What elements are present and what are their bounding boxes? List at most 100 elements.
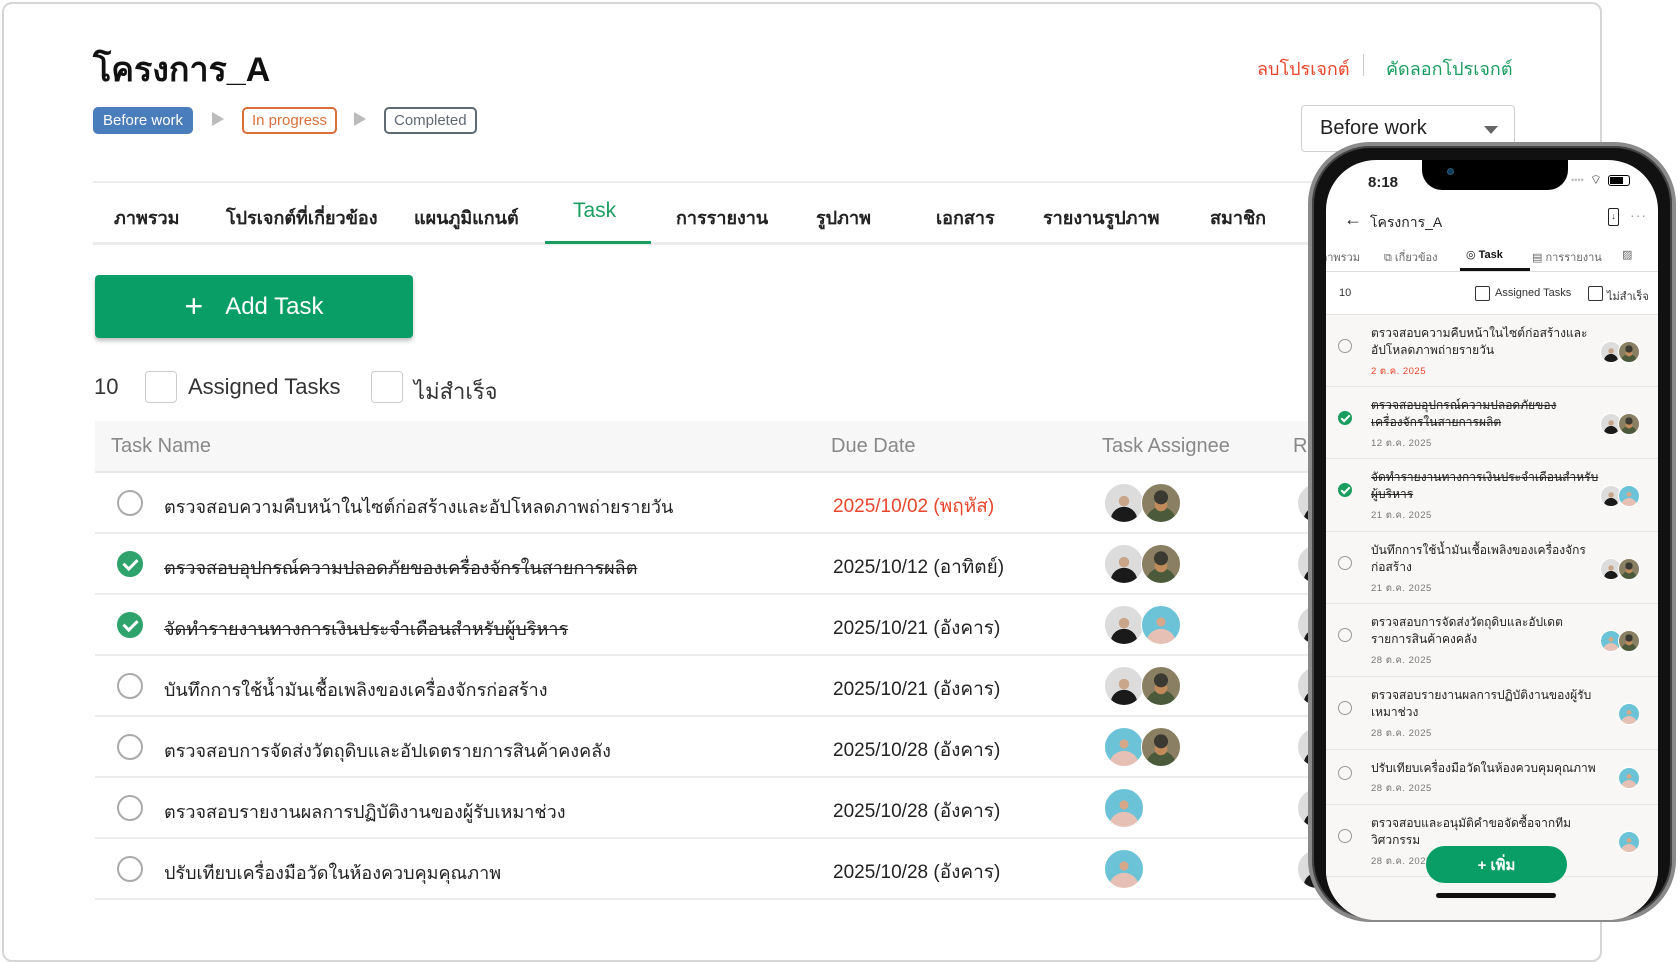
mobile-list-item[interactable]: จัดทำรายงานทางการเงินประจำเดือนสำหรับผู้… xyxy=(1326,459,1658,532)
tab-reports[interactable]: การรายงาน xyxy=(676,208,769,228)
due-date: 28 ต.ค. 2025 xyxy=(1371,728,1432,739)
download-phone-icon[interactable]: ↓ xyxy=(1608,208,1619,226)
tab-task[interactable]: Task xyxy=(573,199,617,222)
mobile-add-button[interactable]: + เพิ่ม xyxy=(1426,846,1567,883)
task-name: บันทึกการใช้น้ำมันเชื้อเพลิงของเครื่องจั… xyxy=(1371,543,1586,574)
due-date: 2025/10/28 (อังคาร) xyxy=(833,801,1001,822)
complete-toggle[interactable] xyxy=(1338,411,1352,425)
due-date: 28 ต.ค. 2025 xyxy=(1371,856,1432,867)
delete-project-link[interactable]: ลบโปรเจกต์ xyxy=(1257,59,1350,79)
mobile-list-item[interactable]: ปรับเทียบเครื่องมือวัดในห้องควบคุมคุณภาพ… xyxy=(1326,750,1658,805)
avatar xyxy=(1141,666,1181,706)
avatar xyxy=(1104,849,1144,889)
task-name[interactable]: จัดทำรายงานทางการเงินประจำเดือนสำหรับผู้… xyxy=(164,619,569,639)
task-name: ตรวจสอบรายงานผลการปฏิบัติงานของผู้รับเหม… xyxy=(1371,688,1592,719)
status-step-in-progress: In progress xyxy=(242,107,338,134)
table-row[interactable]: ตรวจสอบรายงานผลการปฏิบัติงานของผู้รับเหม… xyxy=(95,778,1395,839)
complete-toggle[interactable] xyxy=(117,856,143,882)
mobile-screen: 8:18 •••• ⌔ ← โครงการ_A ↓ ··· ภาพรวม ⧉ เ… xyxy=(1326,160,1658,920)
more-icon[interactable]: ··· xyxy=(1630,207,1647,223)
column-task-name: Task Name xyxy=(111,435,212,457)
table-row[interactable]: ตรวจสอบการจัดส่งวัตถุดิบและอัปเดตรายการส… xyxy=(95,717,1395,778)
arrow-right-icon xyxy=(354,112,366,126)
back-arrow-icon[interactable]: ← xyxy=(1344,209,1362,229)
mobile-list-item[interactable]: ตรวจสอบความคืบหน้าในไซต์ก่อสร้างและอัปโห… xyxy=(1326,315,1658,387)
tab-overview[interactable]: ภาพรวม xyxy=(114,208,180,228)
complete-toggle[interactable] xyxy=(117,490,143,516)
mobile-tab-photos[interactable]: ▨ xyxy=(1622,248,1632,261)
assigned-tasks-checkbox[interactable] xyxy=(145,371,177,403)
copy-project-link[interactable]: คัดลอกโปรเจกต์ xyxy=(1386,59,1513,79)
mobile-list-item[interactable]: ตรวจสอบรายงานผลการปฏิบัติงานของผู้รับเหม… xyxy=(1326,677,1658,750)
signal-icon: •••• xyxy=(1571,175,1584,185)
tab-photos[interactable]: รูปภาพ xyxy=(816,208,871,228)
mobile-tab-reports[interactable]: ▤ การรายงาน xyxy=(1532,248,1602,266)
status-select-value: Before work xyxy=(1320,117,1427,139)
complete-toggle[interactable] xyxy=(1338,339,1352,353)
complete-toggle[interactable] xyxy=(1338,766,1352,780)
table-row[interactable]: บันทึกการใช้น้ำมันเชื้อเพลิงของเครื่องจั… xyxy=(95,656,1395,717)
mobile-assigned-checkbox[interactable] xyxy=(1475,286,1490,301)
tab-members[interactable]: สมาชิก xyxy=(1210,208,1267,228)
task-name: ตรวจสอบการจัดส่งวัตถุดิบและอัปเดตรายการส… xyxy=(1371,615,1563,646)
tab-gantt[interactable]: แผนภูมิแกนต์ xyxy=(414,208,519,228)
avatar xyxy=(1600,485,1622,507)
status-step-before-work: Before work xyxy=(93,107,194,134)
complete-toggle[interactable] xyxy=(1338,556,1352,570)
mobile-tab-bar: ภาพรวม ⧉ เกี่ยวข้อง ◎ Task ▤ การรายงาน ▨ xyxy=(1326,240,1658,272)
add-task-button[interactable]: + Add Task xyxy=(95,275,413,338)
complete-toggle[interactable] xyxy=(1338,829,1352,843)
due-date: 2025/10/02 (พฤหัส) xyxy=(833,496,995,517)
table-row[interactable]: ปรับเทียบเครื่องมือวัดในห้องควบคุมคุณภาพ… xyxy=(95,839,1395,900)
due-date: 2025/10/21 (อังคาร) xyxy=(833,679,1001,700)
page-title: โครงการ_A xyxy=(93,51,271,89)
incomplete-checkbox[interactable] xyxy=(371,371,403,403)
avatar xyxy=(1141,483,1181,523)
mobile-tab-task[interactable]: ◎ Task xyxy=(1466,248,1503,261)
home-indicator xyxy=(1436,893,1556,898)
task-name[interactable]: ตรวจสอบการจัดส่งวัตถุดิบและอัปเดตรายการส… xyxy=(164,741,611,761)
table-row[interactable]: ตรวจสอบอุปกรณ์ความปลอดภัยของเครื่องจักรใ… xyxy=(95,534,1395,595)
complete-toggle[interactable] xyxy=(117,734,143,760)
mobile-list-item[interactable]: บันทึกการใช้น้ำมันเชื้อเพลิงของเครื่องจั… xyxy=(1326,532,1658,604)
due-date: 28 ต.ค. 2025 xyxy=(1371,655,1432,666)
plus-icon: + xyxy=(184,288,204,324)
mobile-filter-bar: 10 Assigned Tasks ไม่สำเร็จ xyxy=(1326,272,1658,315)
mobile-list-item[interactable]: ตรวจสอบอุปกรณ์ความปลอดภัยของเครื่องจักรใ… xyxy=(1326,387,1658,459)
avatar xyxy=(1618,767,1640,789)
complete-toggle[interactable] xyxy=(1338,701,1352,715)
complete-toggle[interactable] xyxy=(1338,483,1352,497)
task-name[interactable]: บันทึกการใช้น้ำมันเชื้อเพลิงของเครื่องจั… xyxy=(164,680,548,700)
task-name[interactable]: ปรับเทียบเครื่องมือวัดในห้องควบคุมคุณภาพ xyxy=(164,863,502,883)
avatar xyxy=(1104,666,1144,706)
mobile-incomplete-checkbox[interactable] xyxy=(1588,286,1603,301)
mobile-list-item[interactable]: ตรวจสอบการจัดส่งวัตถุดิบและอัปเดตรายการส… xyxy=(1326,604,1658,677)
due-date: 21 ต.ค. 2025 xyxy=(1371,510,1432,521)
tab-photo-reports[interactable]: รายงานรูปภาพ xyxy=(1043,208,1160,228)
complete-toggle[interactable] xyxy=(117,673,143,699)
table-row[interactable]: ตรวจสอบความคืบหน้าในไซต์ก่อสร้างและอัปโห… xyxy=(95,473,1395,534)
mobile-task-count: 10 xyxy=(1339,287,1352,299)
arrow-right-icon xyxy=(212,112,224,126)
due-date: 2025/10/28 (อังคาร) xyxy=(833,740,1001,761)
battery-icon xyxy=(1608,174,1630,186)
complete-toggle[interactable] xyxy=(117,612,143,638)
complete-toggle[interactable] xyxy=(1338,628,1352,642)
complete-toggle[interactable] xyxy=(117,551,143,577)
incomplete-label: ไม่สำเร็จ xyxy=(414,379,498,404)
mobile-tab-overview[interactable]: ภาพรวม xyxy=(1326,252,1361,264)
table-row[interactable]: จัดทำรายงานทางการเงินประจำเดือนสำหรับผู้… xyxy=(95,595,1395,656)
tab-documents[interactable]: เอกสาร xyxy=(936,208,995,228)
task-name[interactable]: ตรวจสอบความคืบหน้าในไซต์ก่อสร้างและอัปโห… xyxy=(164,497,674,517)
task-name[interactable]: ตรวจสอบรายงานผลการปฏิบัติงานของผู้รับเหม… xyxy=(164,802,566,822)
due-date: 28 ต.ค. 2025 xyxy=(1371,783,1432,794)
active-tab-indicator xyxy=(545,241,651,244)
complete-toggle[interactable] xyxy=(117,795,143,821)
tab-related-projects[interactable]: โปรเจกต์ที่เกี่ยวข้อง xyxy=(226,208,378,228)
avatar xyxy=(1618,558,1640,580)
avatar xyxy=(1141,727,1181,767)
mobile-tab-related[interactable]: ⧉ เกี่ยวข้อง xyxy=(1384,248,1437,266)
avatar xyxy=(1141,544,1181,584)
task-name[interactable]: ตรวจสอบอุปกรณ์ความปลอดภัยของเครื่องจักรใ… xyxy=(164,558,638,578)
due-date: 2025/10/21 (อังคาร) xyxy=(833,618,1001,639)
